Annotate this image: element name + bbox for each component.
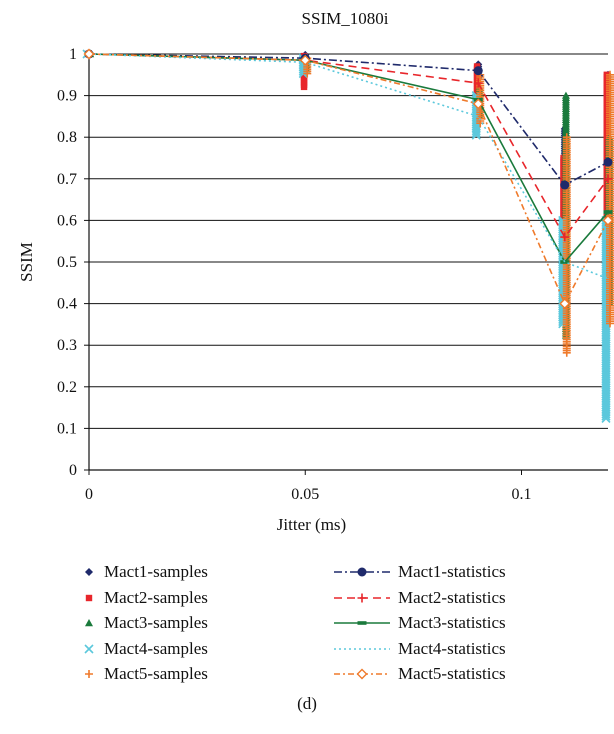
legend-item: Mact4-statistics [334, 637, 506, 661]
legend-marker [357, 593, 367, 602]
y-tick-label: 0.4 [57, 296, 77, 313]
sample-series-4 [82, 49, 611, 423]
sample-point [562, 348, 571, 357]
legend-item: Mact1-statistics [334, 560, 506, 584]
legend-item: Mact3-samples [82, 611, 208, 635]
legend-label: Mact5-statistics [398, 664, 506, 683]
legend-marker [85, 670, 93, 678]
legend-swatch [334, 647, 390, 650]
legend-swatch [85, 594, 93, 601]
statistics-line [88, 53, 609, 280]
legend-label: Mact3-samples [104, 613, 208, 632]
legend-swatch [84, 643, 94, 654]
statistics-point [603, 210, 613, 214]
sample-series-1 [85, 50, 612, 270]
figure-caption: (d) [297, 694, 317, 713]
sample-series-2 [84, 50, 610, 285]
statistics-point [473, 66, 483, 76]
sample-point [471, 130, 481, 140]
legend-item: Mact2-statistics [334, 586, 506, 610]
ssim-scatter-plot: SSIM_1080i 0 0.1 0.2 0.3 0.4 0.5 0.6 0.7 0.8 0.9 1 0… [17, 9, 614, 534]
statistics-point [559, 298, 571, 310]
chart-legend: Mact1-samples Mact2-samples Mact3-samples M… [0, 560, 614, 690]
legend-marker [356, 668, 368, 680]
y-tick-label: 1 [69, 46, 77, 63]
legend-label: Mact3-statistics [398, 613, 506, 632]
legend-marker [357, 567, 367, 577]
y-tick-label: 0.6 [57, 212, 77, 229]
y-tick-label: 0.8 [57, 129, 77, 146]
statistics-series-2 [84, 49, 613, 242]
legend-item: Mact2-samples [82, 586, 208, 610]
legend-swatch [334, 593, 390, 602]
y-tick-label: 0.9 [57, 88, 77, 105]
x-tick-label: 0.05 [291, 486, 319, 503]
legend-swatch [334, 567, 390, 577]
legend-label: Mact4-statistics [398, 638, 506, 658]
legend-marker [357, 621, 367, 625]
x-axis-label: Jitter (ms) [277, 515, 346, 534]
y-tick-label: 0.2 [57, 379, 77, 396]
sample-point [606, 319, 614, 328]
legend-swatch [85, 568, 93, 576]
sample-point [601, 411, 611, 421]
legend-label: Mact2-statistics [398, 587, 506, 607]
statistics-line [88, 53, 609, 264]
statistics-series-5 [83, 48, 614, 310]
statistics-point [299, 54, 311, 66]
y-axis-label: SSIM [17, 242, 36, 282]
legend-marker [84, 643, 94, 654]
legend-label: Mact4-samples [104, 638, 208, 658]
statistics-line [88, 53, 609, 239]
sample-series-3 [86, 50, 614, 339]
y-tick-label: 0.7 [57, 171, 77, 188]
sample-point [303, 69, 312, 78]
legend-item: Mact5-samples [82, 662, 208, 686]
statistics-point [560, 180, 570, 190]
chart-title: SSIM_1080i [302, 9, 389, 28]
statistics-point [603, 174, 613, 184]
statistics-line [88, 53, 609, 187]
x-tick-label: 0 [85, 486, 93, 503]
legend-label: Mact5-samples [104, 664, 208, 683]
y-tick-label: 0.1 [57, 420, 77, 437]
legend-marker [85, 594, 93, 601]
legend-swatch [334, 621, 390, 625]
legend-swatch [85, 670, 93, 678]
sample-point [471, 128, 481, 138]
legend-swatch [334, 668, 390, 680]
statistics-point [560, 232, 570, 242]
legend-swatch [85, 619, 93, 627]
legend-label: Mact1-samples [104, 562, 208, 581]
y-tick-label: 0.5 [57, 254, 77, 271]
statistics-point [83, 48, 95, 60]
legend-label: Mact1-statistics [398, 562, 506, 581]
x-tick-label: 0.1 [512, 486, 532, 503]
legend-item: Mact1-samples [82, 560, 208, 584]
sample-point [601, 413, 611, 423]
y-tick-label: 0 [69, 462, 77, 479]
legend-item: Mact3-statistics [334, 611, 506, 635]
legend-marker [85, 568, 93, 576]
statistics-point [603, 157, 613, 167]
statistics-point [560, 260, 570, 264]
statistics-point [473, 78, 483, 88]
legend-marker [85, 619, 93, 627]
y-tick-label: 0.3 [57, 337, 77, 354]
legend-label: Mact2-samples [104, 587, 208, 607]
statistics-point [602, 214, 614, 226]
legend-item: Mact4-samples [82, 637, 208, 661]
statistics-series-4 [88, 53, 609, 280]
statistics-point [472, 98, 484, 110]
sample-point [300, 83, 308, 91]
legend-item: Mact5-statistics [334, 662, 506, 686]
